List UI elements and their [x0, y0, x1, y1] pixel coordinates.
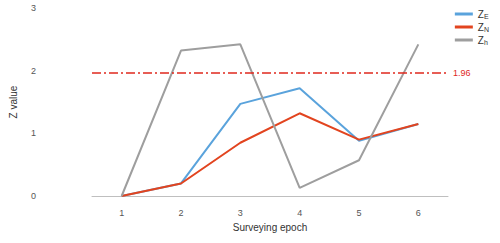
svg-text:2: 2	[178, 208, 183, 218]
svg-text:Z: Z	[477, 8, 484, 20]
svg-text:6: 6	[416, 208, 421, 218]
svg-text:3: 3	[238, 208, 243, 218]
svg-text:E: E	[484, 13, 489, 20]
svg-text:h: h	[484, 39, 488, 46]
svg-text:0: 0	[31, 191, 36, 201]
svg-text:1: 1	[119, 208, 124, 218]
svg-text:3: 3	[31, 3, 36, 13]
svg-text:Z: Z	[477, 34, 484, 46]
svg-text:Z value: Z value	[8, 85, 19, 118]
svg-text:5: 5	[356, 208, 361, 218]
svg-text:N: N	[484, 26, 489, 33]
svg-text:1: 1	[31, 128, 36, 138]
svg-text:4: 4	[297, 208, 302, 218]
svg-text:1.96: 1.96	[453, 68, 471, 78]
svg-text:Z: Z	[477, 21, 484, 33]
svg-text:2: 2	[31, 66, 36, 76]
svg-text:Surveying epoch: Surveying epoch	[233, 222, 308, 233]
